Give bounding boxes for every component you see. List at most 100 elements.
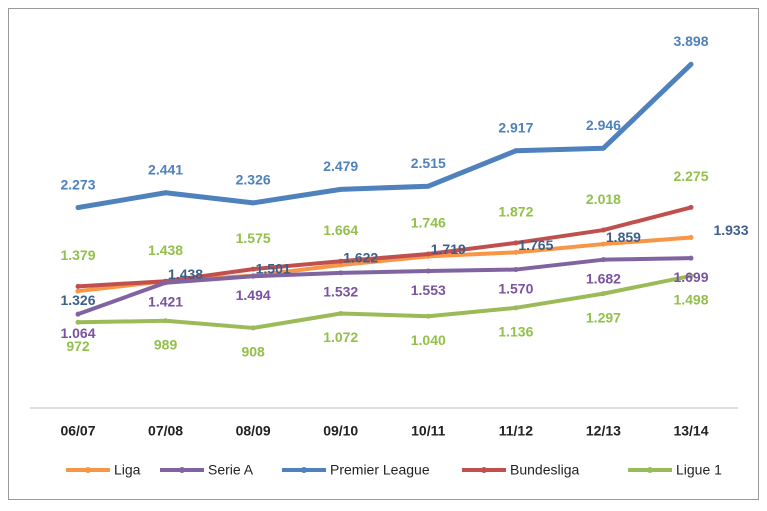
data-label: 1.040 [411,332,446,348]
data-label: 1.682 [586,270,621,286]
data-label: 1.379 [60,247,95,263]
point [338,186,344,192]
point [163,190,169,196]
point [338,270,344,276]
point [688,273,694,279]
data-label: 1.859 [606,229,641,245]
data-label: 1.064 [60,325,95,341]
data-label: 1.532 [323,284,358,300]
point [75,311,81,317]
data-label: 1.498 [673,292,708,308]
data-label: 908 [241,344,265,360]
line-series [77,205,692,289]
data-label: 1.746 [411,215,446,231]
point [600,227,606,233]
data-label: 1.575 [236,230,271,246]
point [688,204,694,210]
point [250,266,256,272]
point [163,280,169,286]
data-label: 1.699 [673,269,708,285]
legend-label: Premier League [330,462,430,478]
point [338,258,344,264]
legend-label: Ligue 1 [676,462,722,478]
x-tick-label: 08/09 [236,423,271,439]
point [600,257,606,263]
point [75,319,81,325]
point [425,183,431,189]
chart-frame [8,8,759,500]
point [163,318,169,324]
data-label: 1.553 [411,282,446,298]
data-label: 1.438 [168,266,203,282]
point [250,325,256,331]
data-label: 2.917 [498,119,533,135]
data-label: 1.872 [498,204,533,220]
data-label: 1.136 [498,324,533,340]
data-label: 3.898 [673,33,708,49]
legend-label: Serie A [208,462,254,478]
data-label: 989 [154,336,178,352]
point [75,288,81,294]
data-label: 1.326 [60,292,95,308]
point [513,305,519,311]
x-tick-label: 06/07 [60,423,95,439]
data-label: 2.515 [411,155,446,171]
point [75,205,81,211]
data-label: 2.326 [236,172,271,188]
point [338,262,344,268]
line-series [77,62,693,211]
data-label: 2.479 [323,158,358,174]
line-series [77,273,692,330]
point [425,313,431,319]
point [75,283,81,289]
point [250,200,256,206]
data-label: 972 [66,338,90,354]
data-label: 2.275 [673,168,708,184]
point [425,251,431,257]
data-label: 2.441 [148,161,183,177]
point [513,249,519,255]
legend-marker [647,467,653,473]
data-label: 1.664 [323,222,358,238]
data-label: 1.570 [498,280,533,296]
data-label: 1.501 [256,260,291,276]
x-tick-label: 09/10 [323,423,358,439]
point [425,268,431,274]
data-label: 1.494 [236,287,271,303]
x-tick-label: 07/08 [148,423,183,439]
legend-label: Bundesliga [510,462,579,478]
data-label: 1.421 [148,293,183,309]
point [513,267,519,273]
legend-marker [481,467,487,473]
legend-marker [179,467,185,473]
data-label: 1.765 [518,237,553,253]
point [250,273,256,279]
point [688,255,694,261]
legend-marker [301,467,307,473]
x-tick-label: 10/11 [411,423,445,439]
data-label: 2.018 [586,191,621,207]
point [688,61,694,67]
point [600,241,606,247]
data-label: 2.273 [60,176,95,192]
data-label: 1.622 [343,250,378,266]
legend-label: Liga [114,462,141,478]
x-tick-label: 13/14 [673,423,708,439]
data-label: 1.719 [431,241,466,257]
data-label: 1.933 [713,222,748,238]
point [513,148,519,154]
point [513,240,519,246]
point [688,235,694,241]
data-label: 2.946 [586,117,621,133]
data-label: 1.438 [148,242,183,258]
point [600,291,606,297]
x-tick-label: 11/12 [499,423,533,439]
x-tick-label: 12/13 [586,423,621,439]
point [338,310,344,316]
data-label: 1.297 [586,309,621,325]
line-series [77,256,692,317]
point [600,145,606,151]
data-label: 1.072 [323,329,358,345]
legend-marker [85,467,91,473]
